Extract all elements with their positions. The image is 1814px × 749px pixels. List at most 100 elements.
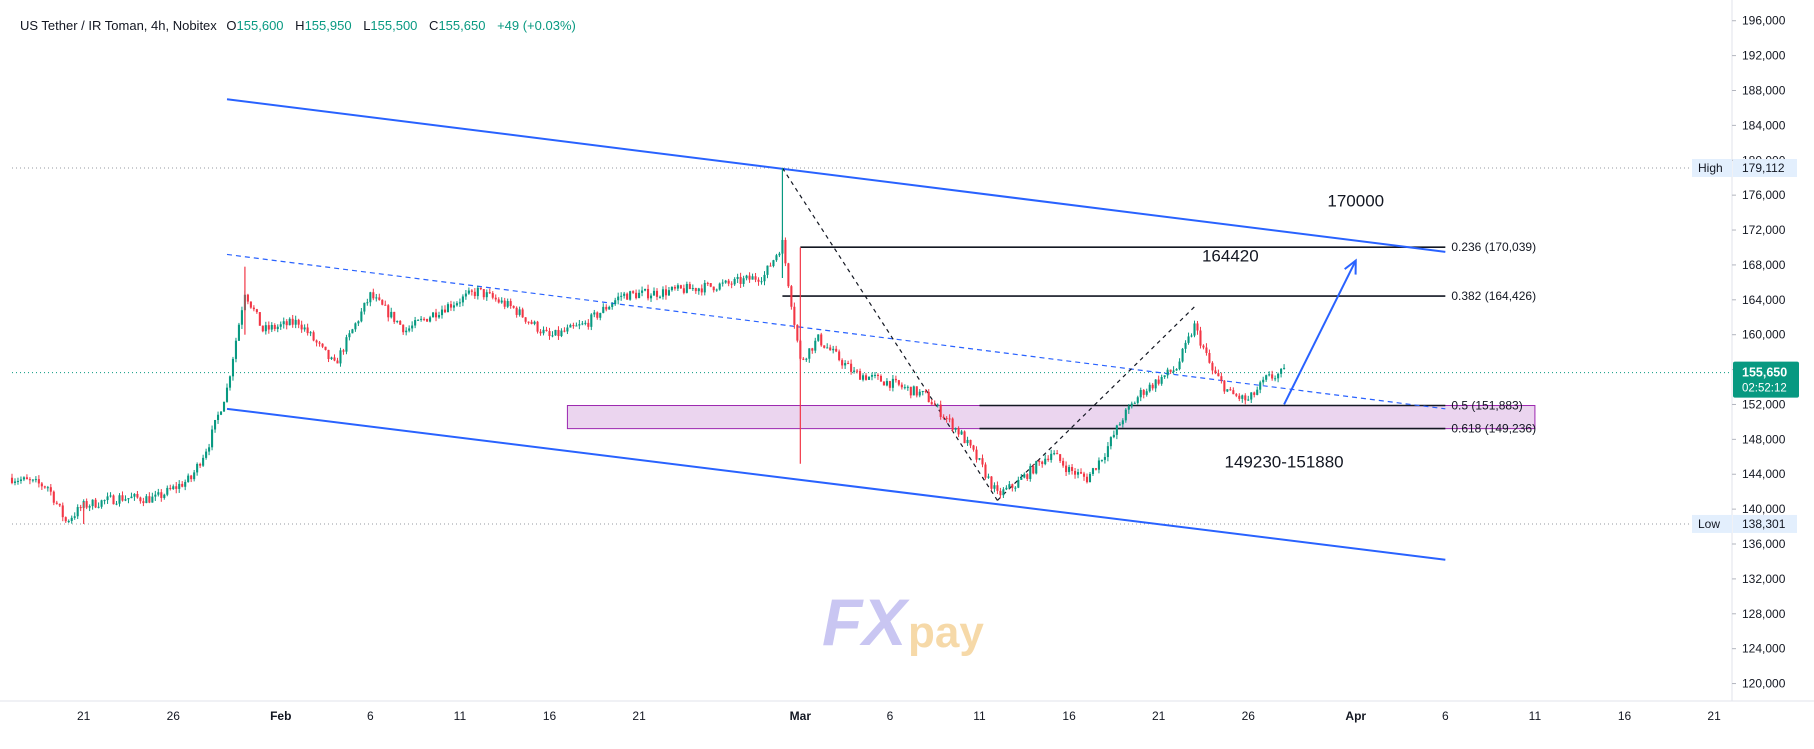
swing-down-line[interactable] [781,167,998,501]
candle[interactable] [228,376,232,388]
candle[interactable] [709,283,712,287]
candle[interactable] [835,348,838,352]
channel-upper-line[interactable] [226,98,1446,253]
candle[interactable] [112,495,115,505]
candle[interactable] [43,486,46,488]
candle[interactable] [1139,390,1142,398]
candle[interactable] [739,276,742,284]
candle[interactable] [408,328,411,331]
candle[interactable] [202,457,205,466]
candle[interactable] [333,357,336,361]
candle[interactable] [575,325,578,327]
candle[interactable] [614,300,617,305]
annotation-label[interactable]: 164420 [1202,246,1259,265]
candle[interactable] [1097,460,1100,470]
candle[interactable] [285,321,288,326]
candle[interactable] [321,343,324,347]
candle[interactable] [276,326,279,330]
channel-lower-line[interactable] [226,407,1446,561]
candle[interactable] [318,342,321,344]
candle[interactable] [455,303,458,306]
candle[interactable] [1250,392,1253,400]
candle[interactable] [1181,348,1184,362]
candle[interactable] [136,493,139,498]
candle[interactable] [924,391,927,393]
candle[interactable] [1079,472,1083,474]
candle[interactable] [751,276,754,280]
candle[interactable] [655,290,659,297]
candle[interactable] [685,284,688,293]
candle[interactable] [160,492,163,498]
candle[interactable] [208,447,211,452]
candle[interactable] [187,475,190,482]
candle[interactable] [258,312,261,326]
candle[interactable] [805,358,808,360]
candle[interactable] [623,293,626,296]
candle[interactable] [214,420,217,430]
candle[interactable] [10,477,14,483]
candle[interactable] [139,497,142,502]
candle[interactable] [542,329,545,334]
candle[interactable] [551,335,554,337]
candle[interactable] [1241,395,1244,399]
candle[interactable] [31,479,34,481]
candle[interactable] [536,321,539,332]
candle[interactable] [569,324,572,328]
annotation-label[interactable]: 149230-151880 [1225,452,1344,471]
candle[interactable] [294,319,297,325]
candle[interactable] [273,325,276,330]
candle[interactable] [700,288,703,293]
candle[interactable] [267,325,270,330]
candle[interactable] [1172,370,1175,372]
candle[interactable] [461,296,464,303]
candle[interactable] [545,329,548,332]
candle[interactable] [563,330,566,332]
candle[interactable] [912,386,915,396]
candle[interactable] [372,292,375,299]
candle[interactable] [491,293,494,298]
candle[interactable] [811,348,814,351]
candle[interactable] [882,381,885,386]
candle[interactable] [560,330,563,337]
candle[interactable] [960,431,963,435]
candle[interactable] [590,314,593,327]
candle[interactable] [527,321,530,323]
candle[interactable] [745,275,748,279]
candle[interactable] [641,290,644,293]
candle[interactable] [1160,377,1163,384]
candle[interactable] [211,429,214,448]
candle[interactable] [644,288,647,291]
candle[interactable] [127,498,130,500]
candle[interactable] [638,292,641,299]
candle[interactable] [990,476,993,489]
candle[interactable] [918,391,921,396]
candle[interactable] [25,477,28,480]
candle[interactable] [838,351,841,361]
candle[interactable] [327,349,330,360]
candle[interactable] [46,487,49,489]
candle[interactable] [506,301,509,307]
candle[interactable] [196,463,199,473]
candle[interactable] [1074,470,1077,475]
candle[interactable] [414,320,417,326]
candle[interactable] [981,458,984,465]
candle[interactable] [154,494,157,497]
candle[interactable] [664,289,668,296]
candle[interactable] [1062,460,1065,466]
candle[interactable] [844,363,847,366]
candle[interactable] [342,350,345,352]
candle[interactable] [718,283,721,290]
candle[interactable] [28,479,31,481]
candle[interactable] [1202,345,1205,348]
candle[interactable] [787,263,790,287]
candle[interactable] [106,496,109,501]
candle[interactable] [169,487,172,490]
candle[interactable] [1220,376,1223,381]
candle[interactable] [252,307,255,310]
candle[interactable] [387,305,390,318]
candle[interactable] [1044,458,1047,465]
candle[interactable] [1187,336,1190,343]
candle[interactable] [345,337,348,352]
candle[interactable] [894,378,897,381]
